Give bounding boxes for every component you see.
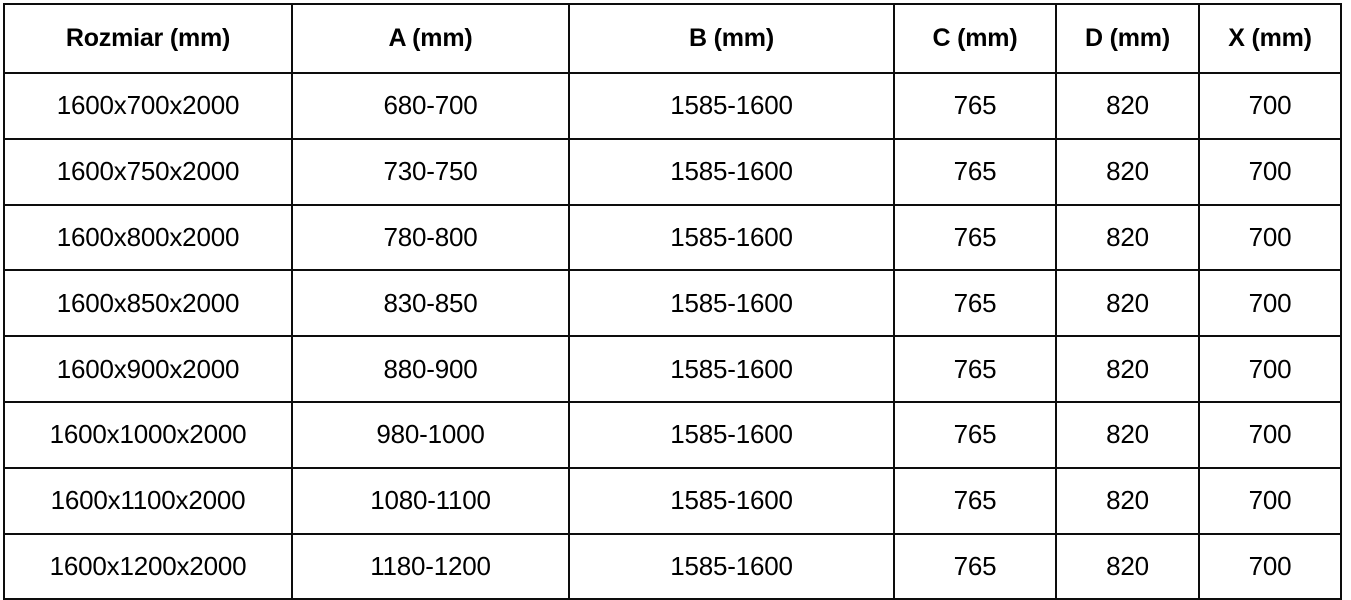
- column-header-a: A (mm): [291, 3, 570, 74]
- table-row: 1600x700x2000 680-700 1585-1600 765 820 …: [3, 72, 1342, 140]
- table-body: 1600x700x2000 680-700 1585-1600 765 820 …: [3, 72, 1342, 600]
- cell-c: 765: [893, 137, 1057, 206]
- cell-b: 1585-1600: [568, 72, 895, 140]
- table-row: 1600x900x2000 880-900 1585-1600 765 820 …: [3, 335, 1342, 403]
- cell-size: 1600x1200x2000: [3, 532, 293, 600]
- cell-b: 1585-1600: [568, 269, 895, 338]
- table-row: 1600x750x2000 730-750 1585-1600 765 820 …: [3, 137, 1342, 206]
- cell-size: 1600x700x2000: [3, 72, 293, 140]
- cell-c: 765: [893, 269, 1057, 338]
- cell-a: 830-850: [291, 269, 570, 338]
- table-header: Rozmiar (mm) A (mm) B (mm) C (mm) D (mm)…: [3, 3, 1342, 74]
- cell-x: 700: [1198, 466, 1342, 535]
- cell-x: 700: [1198, 72, 1342, 140]
- cell-x: 700: [1198, 137, 1342, 206]
- table-row: 1600x850x2000 830-850 1585-1600 765 820 …: [3, 269, 1342, 338]
- cell-x: 700: [1198, 400, 1342, 469]
- cell-x: 700: [1198, 532, 1342, 600]
- cell-d: 820: [1055, 532, 1200, 600]
- size-specification-table: Rozmiar (mm) A (mm) B (mm) C (mm) D (mm)…: [3, 3, 1342, 600]
- cell-d: 820: [1055, 466, 1200, 535]
- table-row: 1600x800x2000 780-800 1585-1600 765 820 …: [3, 203, 1342, 272]
- cell-x: 700: [1198, 269, 1342, 338]
- cell-size: 1600x850x2000: [3, 269, 293, 338]
- cell-a: 980-1000: [291, 400, 570, 469]
- cell-size: 1600x750x2000: [3, 137, 293, 206]
- table-row: 1600x1200x2000 1180-1200 1585-1600 765 8…: [3, 532, 1342, 600]
- column-header-b: B (mm): [568, 3, 895, 74]
- spec-table-container: Rozmiar (mm) A (mm) B (mm) C (mm) D (mm)…: [3, 3, 1342, 600]
- cell-c: 765: [893, 466, 1057, 535]
- column-header-size: Rozmiar (mm): [3, 3, 293, 74]
- cell-size: 1600x800x2000: [3, 203, 293, 272]
- cell-size: 1600x1100x2000: [3, 466, 293, 535]
- cell-d: 820: [1055, 203, 1200, 272]
- cell-a: 1180-1200: [291, 532, 570, 600]
- cell-b: 1585-1600: [568, 532, 895, 600]
- cell-c: 765: [893, 400, 1057, 469]
- cell-a: 780-800: [291, 203, 570, 272]
- cell-b: 1585-1600: [568, 137, 895, 206]
- table-row: 1600x1000x2000 980-1000 1585-1600 765 82…: [3, 400, 1342, 469]
- cell-size: 1600x1000x2000: [3, 400, 293, 469]
- cell-d: 820: [1055, 400, 1200, 469]
- cell-d: 820: [1055, 335, 1200, 403]
- column-header-d: D (mm): [1055, 3, 1200, 74]
- cell-b: 1585-1600: [568, 466, 895, 535]
- cell-b: 1585-1600: [568, 335, 895, 403]
- cell-d: 820: [1055, 137, 1200, 206]
- cell-a: 880-900: [291, 335, 570, 403]
- cell-d: 820: [1055, 269, 1200, 338]
- cell-b: 1585-1600: [568, 203, 895, 272]
- table-row: 1600x1100x2000 1080-1100 1585-1600 765 8…: [3, 466, 1342, 535]
- cell-d: 820: [1055, 72, 1200, 140]
- table-header-row: Rozmiar (mm) A (mm) B (mm) C (mm) D (mm)…: [3, 3, 1342, 74]
- cell-c: 765: [893, 203, 1057, 272]
- column-header-c: C (mm): [893, 3, 1057, 74]
- cell-c: 765: [893, 335, 1057, 403]
- cell-x: 700: [1198, 203, 1342, 272]
- cell-a: 730-750: [291, 137, 570, 206]
- cell-c: 765: [893, 532, 1057, 600]
- cell-a: 1080-1100: [291, 466, 570, 535]
- cell-x: 700: [1198, 335, 1342, 403]
- cell-b: 1585-1600: [568, 400, 895, 469]
- column-header-x: X (mm): [1198, 3, 1342, 74]
- cell-size: 1600x900x2000: [3, 335, 293, 403]
- cell-a: 680-700: [291, 72, 570, 140]
- cell-c: 765: [893, 72, 1057, 140]
